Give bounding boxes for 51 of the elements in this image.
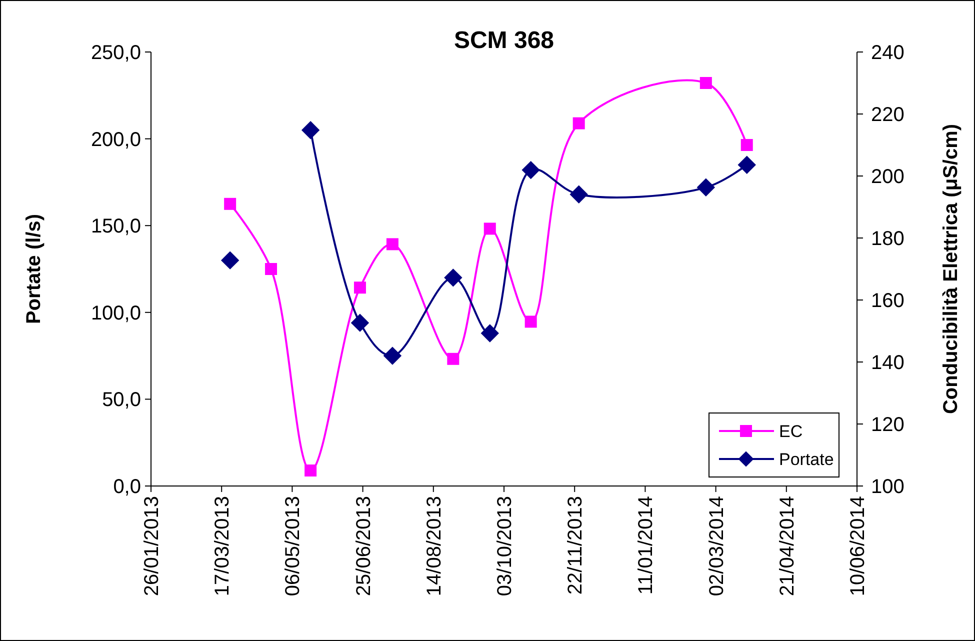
- point: [522, 160, 540, 180]
- point: [524, 316, 537, 328]
- y-tick-label: 250,0: [90, 42, 141, 64]
- point: [696, 178, 716, 197]
- point: [740, 139, 753, 151]
- x-tick-label: 17/03/2013: [212, 496, 234, 596]
- point: [301, 121, 320, 140]
- x-tick-label: 10/06/2014: [847, 496, 869, 596]
- chart-title: SCM 368: [454, 27, 554, 54]
- point: [304, 464, 317, 476]
- point: [700, 77, 712, 89]
- point: [484, 222, 496, 235]
- y-tick-label: 50,0: [102, 389, 141, 412]
- y2-tick-label: 140: [871, 352, 904, 374]
- point: [444, 268, 462, 287]
- x-tick-label: 26/01/2013: [141, 496, 163, 596]
- legend-label: EC: [779, 422, 803, 441]
- y2-tick-label: 120: [871, 414, 904, 436]
- point: [572, 117, 585, 130]
- y2-tick-label: 240: [871, 42, 904, 64]
- y-tick-label: 150,0: [90, 216, 141, 238]
- point: [383, 346, 402, 365]
- y2-tick-label: 200: [871, 166, 904, 188]
- x-tick-label: 14/08/2013: [423, 496, 446, 596]
- legend-label: Portate: [779, 450, 834, 469]
- y-tick-label: 100,0: [90, 302, 141, 324]
- x-tick-label: 02/03/2014: [706, 496, 728, 596]
- point: [386, 238, 398, 250]
- y2-tick-label: 100: [871, 476, 904, 498]
- point: [570, 185, 588, 204]
- point: [480, 324, 499, 342]
- point: [354, 282, 366, 294]
- point: [224, 198, 236, 210]
- point: [738, 156, 756, 174]
- x-tick-label: 21/04/2014: [776, 496, 798, 596]
- point: [350, 314, 370, 332]
- y2-tick-label: 180: [871, 228, 904, 250]
- y2-tick-label: 160: [871, 290, 904, 312]
- y-tick-label: 0,0: [113, 476, 141, 498]
- point: [265, 263, 278, 275]
- y2-axis-title: Conducibilità Elettrica (μS/cm): [940, 124, 962, 414]
- x-tick-label: 03/10/2013: [494, 496, 516, 596]
- y2-tick-label: 220: [871, 104, 904, 126]
- x-tick-label: 22/11/2013: [564, 496, 587, 595]
- point: [447, 352, 460, 365]
- x-tick-label: 06/05/2013: [282, 496, 304, 596]
- x-tick-label: 11/01/2014: [635, 496, 658, 595]
- y-axis-title: Portate (l/s): [23, 214, 45, 324]
- x-tick-label: 25/06/2013: [352, 496, 375, 596]
- point: [220, 251, 240, 270]
- y-tick-label: 200,0: [90, 128, 141, 151]
